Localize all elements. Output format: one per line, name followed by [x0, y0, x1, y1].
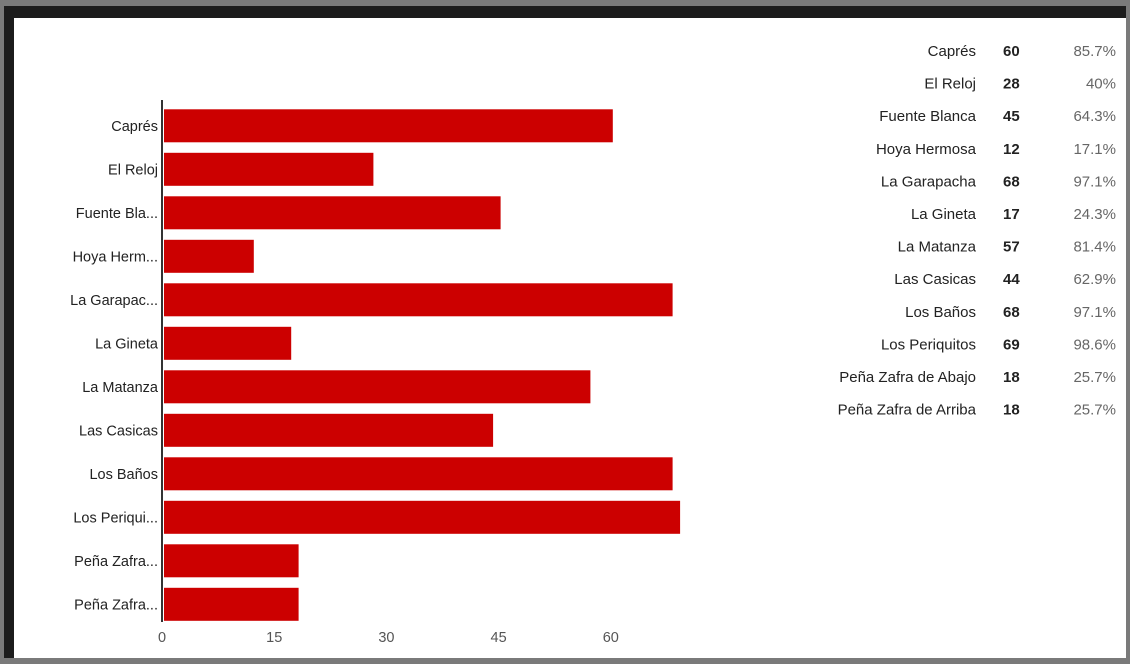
bar: [164, 500, 681, 534]
category-label: Fuente Bla...: [76, 206, 158, 222]
table-percent: 64.3%: [1073, 108, 1116, 125]
table-percent: 62.9%: [1073, 271, 1116, 288]
bar: [164, 326, 292, 360]
category-label: La Garapac...: [70, 293, 158, 309]
category-label: La Gineta: [95, 336, 159, 352]
table-name: Las Casicas: [894, 271, 976, 288]
table-name: Fuente Blanca: [879, 108, 976, 125]
category-label: Las Casicas: [79, 423, 158, 439]
window-frame: Caprés El Reloj Fuente Bla... Hoya Herm... L…: [4, 6, 1126, 658]
x-tick-label: 0: [158, 630, 166, 646]
table-name: Hoya Hermosa: [876, 141, 977, 158]
table-count: 68: [1003, 304, 1020, 321]
table-count: 68: [1003, 173, 1020, 190]
table-count: 57: [1003, 239, 1020, 256]
bar: [164, 196, 501, 230]
x-tick-label: 60: [603, 630, 619, 646]
bar-chart: Caprés El Reloj Fuente Bla... Hoya Herm... L…: [70, 43, 1116, 646]
table-percent: 24.3%: [1073, 206, 1116, 223]
table-percent: 40%: [1086, 76, 1116, 93]
table-percent: 81.4%: [1073, 239, 1116, 256]
table-name: La Matanza: [898, 239, 977, 256]
category-label: El Reloj: [108, 162, 158, 178]
table-name: Los Baños: [905, 304, 976, 321]
table-count: 60: [1003, 43, 1020, 60]
table-percent: 25.7%: [1073, 369, 1116, 386]
bar: [164, 239, 254, 273]
table-count: 45: [1003, 108, 1020, 125]
table-name: La Gineta: [911, 206, 977, 223]
bar: [164, 109, 613, 143]
bar: [164, 457, 673, 491]
category-label: Hoya Herm...: [73, 249, 158, 265]
table-count: 18: [1003, 402, 1020, 419]
bar: [164, 283, 673, 317]
bar: [164, 587, 299, 621]
table-name: Peña Zafra de Abajo: [839, 369, 976, 386]
table-name: Los Periquitos: [881, 336, 976, 353]
table-name: Peña Zafra de Arriba: [838, 402, 977, 419]
table-count: 18: [1003, 369, 1020, 386]
x-tick-label: 45: [491, 630, 507, 646]
x-tick-label: 30: [378, 630, 394, 646]
table-count: 69: [1003, 336, 1020, 353]
table-count: 28: [1003, 76, 1020, 93]
table-name: El Reloj: [924, 76, 976, 93]
category-label: La Matanza: [82, 380, 159, 396]
table-percent: 97.1%: [1073, 304, 1116, 321]
table-count: 12: [1003, 141, 1020, 158]
bar: [164, 152, 374, 186]
x-tick-label: 15: [266, 630, 282, 646]
table-count: 44: [1003, 271, 1020, 288]
category-label: Los Periqui...: [73, 510, 158, 526]
table-percent: 97.1%: [1073, 173, 1116, 190]
chart-panel: Caprés El Reloj Fuente Bla... Hoya Herm... L…: [14, 18, 1126, 658]
table-percent: 85.7%: [1073, 43, 1116, 60]
bar: [164, 413, 494, 447]
table-percent: 98.6%: [1073, 336, 1116, 353]
category-label: Caprés: [111, 119, 158, 135]
bar: [164, 370, 591, 404]
table-name: La Garapacha: [881, 173, 977, 190]
table-percent: 17.1%: [1073, 141, 1116, 158]
table-name: Caprés: [928, 43, 976, 60]
table-percent: 25.7%: [1073, 402, 1116, 419]
category-label: Peña Zafra...: [74, 554, 158, 570]
category-label: Peña Zafra...: [74, 597, 158, 613]
category-label: Los Baños: [89, 467, 158, 483]
bar: [164, 544, 299, 578]
table-count: 17: [1003, 206, 1020, 223]
